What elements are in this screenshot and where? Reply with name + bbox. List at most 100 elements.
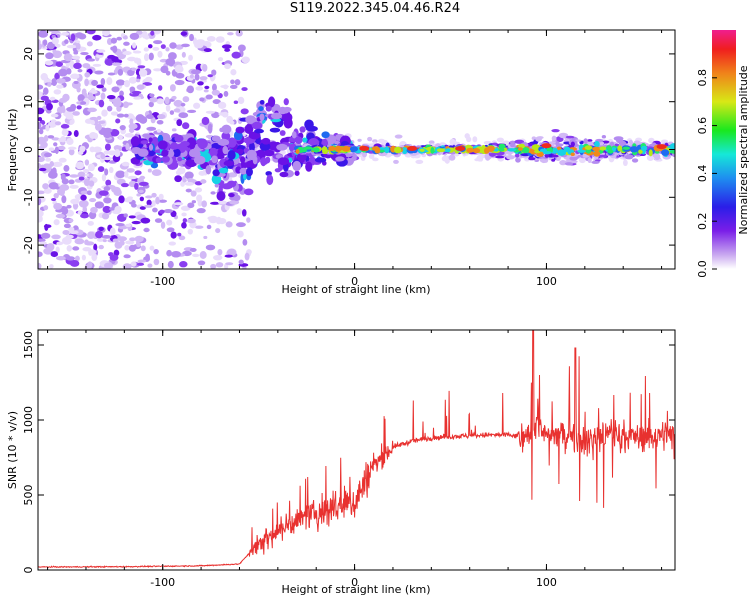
- colorbar-tick-label: 0.4: [696, 165, 709, 183]
- spectrogram-cell: [181, 43, 190, 48]
- spectrogram-cell: [166, 219, 173, 226]
- spectrogram-cell: [602, 140, 610, 144]
- spectrogram-cell: [570, 141, 575, 147]
- spectrogram-cell: [108, 166, 114, 174]
- spectrogram-cell: [94, 123, 102, 131]
- spectrogram-cell: [570, 152, 575, 156]
- spectrogram-cell: [144, 204, 153, 208]
- spectrogram-cell: [233, 100, 239, 104]
- spectrogram-cell: [269, 127, 281, 133]
- spectrogram-cell: [254, 128, 264, 134]
- spectrogram-cell: [69, 174, 79, 178]
- spectrogram-cell: [215, 36, 225, 43]
- spectrogram-cell: [215, 262, 224, 268]
- spectrogram-cell: [132, 50, 142, 54]
- spectrogram-cell: [69, 119, 75, 125]
- spectrogram-cell: [491, 142, 498, 146]
- spectrogram-cell: [167, 52, 177, 60]
- spectrogram-cell: [69, 230, 79, 235]
- spectrogram-cell: [57, 145, 66, 151]
- spectrogram-cell: [92, 146, 102, 153]
- spectrogram-cell: [143, 47, 149, 52]
- spectrogram-cell: [155, 196, 160, 205]
- spectrogram-cell: [102, 127, 113, 134]
- spectrogram-cell: [126, 168, 135, 173]
- spectrogram-cell: [161, 149, 169, 157]
- spectrogram-cell: [104, 168, 109, 176]
- spectrogram-cell: [510, 143, 515, 148]
- spectrogram-cell: [125, 240, 135, 245]
- spectrogram-cell: [544, 153, 550, 158]
- spectrogram-cell: [210, 263, 217, 269]
- spectrogram-cell: [224, 254, 233, 258]
- spectrogram-cell: [105, 179, 112, 187]
- spectrogram-cell: [211, 135, 221, 142]
- spectrogram-cell: [629, 146, 639, 153]
- spectrogram-cell: [258, 106, 264, 112]
- spectrogram-cell: [114, 205, 122, 213]
- spectrogram-cell: [139, 196, 145, 202]
- spectrogram-cell: [47, 135, 55, 139]
- spectrogram-cell: [170, 231, 177, 239]
- spectrogram-cell: [89, 198, 97, 203]
- spectrogram-cell: [241, 87, 248, 92]
- spectrogram-cell: [86, 41, 93, 47]
- spectrogram-cell: [371, 146, 379, 151]
- spectrogram-cell: [109, 254, 119, 261]
- spectrogram-cell: [60, 173, 66, 181]
- spectrogram-cell: [61, 32, 70, 36]
- spectrogram-cell: [100, 153, 106, 160]
- spectrogram-cell: [472, 147, 481, 154]
- snr-series-line: [38, 330, 675, 569]
- spectrogram-cell: [48, 147, 55, 152]
- spectrogram-cell: [277, 157, 290, 166]
- spectrogram-cell: [138, 68, 148, 77]
- spectrogram-cell: [62, 229, 70, 235]
- spectrogram-cell: [80, 213, 89, 219]
- spectrogram-cell: [116, 113, 125, 118]
- spectrogram-cell: [146, 114, 154, 120]
- spectrogram-cell: [184, 181, 194, 186]
- spectrogram-cell: [43, 188, 52, 194]
- spectrogram-cell: [173, 99, 183, 107]
- spectrogram-cell: [171, 250, 182, 258]
- spectrogram-cell: [134, 235, 144, 243]
- spectrogram-cell: [148, 101, 154, 108]
- spectrogram-cell: [236, 148, 244, 155]
- spectrogram-cell: [146, 126, 157, 131]
- spectrogram-cell: [45, 157, 51, 162]
- snr-xtick-label: -100: [150, 576, 175, 589]
- spectrogram-cell: [175, 169, 183, 176]
- spectrogram-cell: [134, 170, 142, 176]
- spectrogram-cell: [122, 263, 132, 269]
- spectrogram-cell: [270, 112, 283, 120]
- spectrogram-cell: [44, 60, 54, 66]
- spectrogram-cell: [175, 72, 185, 79]
- spectrogram-cell: [38, 42, 43, 50]
- spectrogram-cell: [106, 77, 113, 86]
- spectrogram-cell: [38, 190, 45, 195]
- spectrogram-cell: [401, 147, 408, 155]
- spectrogram-cell: [116, 99, 122, 107]
- spectrogram-cell: [292, 160, 302, 172]
- spectrogram-cell: [577, 149, 586, 153]
- spectrogram-cell: [194, 187, 203, 193]
- spectrogram-cell: [240, 156, 246, 164]
- spectrogram-cell: [221, 183, 233, 190]
- spectrogram-cell: [601, 134, 607, 139]
- spectrogram-cell: [283, 98, 289, 106]
- spectrogram-cell: [152, 30, 162, 35]
- spectrogram-cell: [90, 119, 95, 126]
- spectrogram-cell: [49, 96, 56, 101]
- spectrogram-cell: [518, 143, 525, 149]
- spectrogram-cell: [86, 30, 96, 35]
- spectrogram-cell: [156, 129, 162, 133]
- spectrogram-cell: [124, 244, 130, 251]
- spectrogram-cell: [368, 153, 375, 159]
- spectrogram-cell: [38, 167, 47, 172]
- spectrogram-cell: [261, 137, 271, 145]
- spectrogram-cell: [43, 205, 49, 211]
- spectrogram-cell: [90, 87, 96, 95]
- spectrogram-cell: [638, 149, 643, 154]
